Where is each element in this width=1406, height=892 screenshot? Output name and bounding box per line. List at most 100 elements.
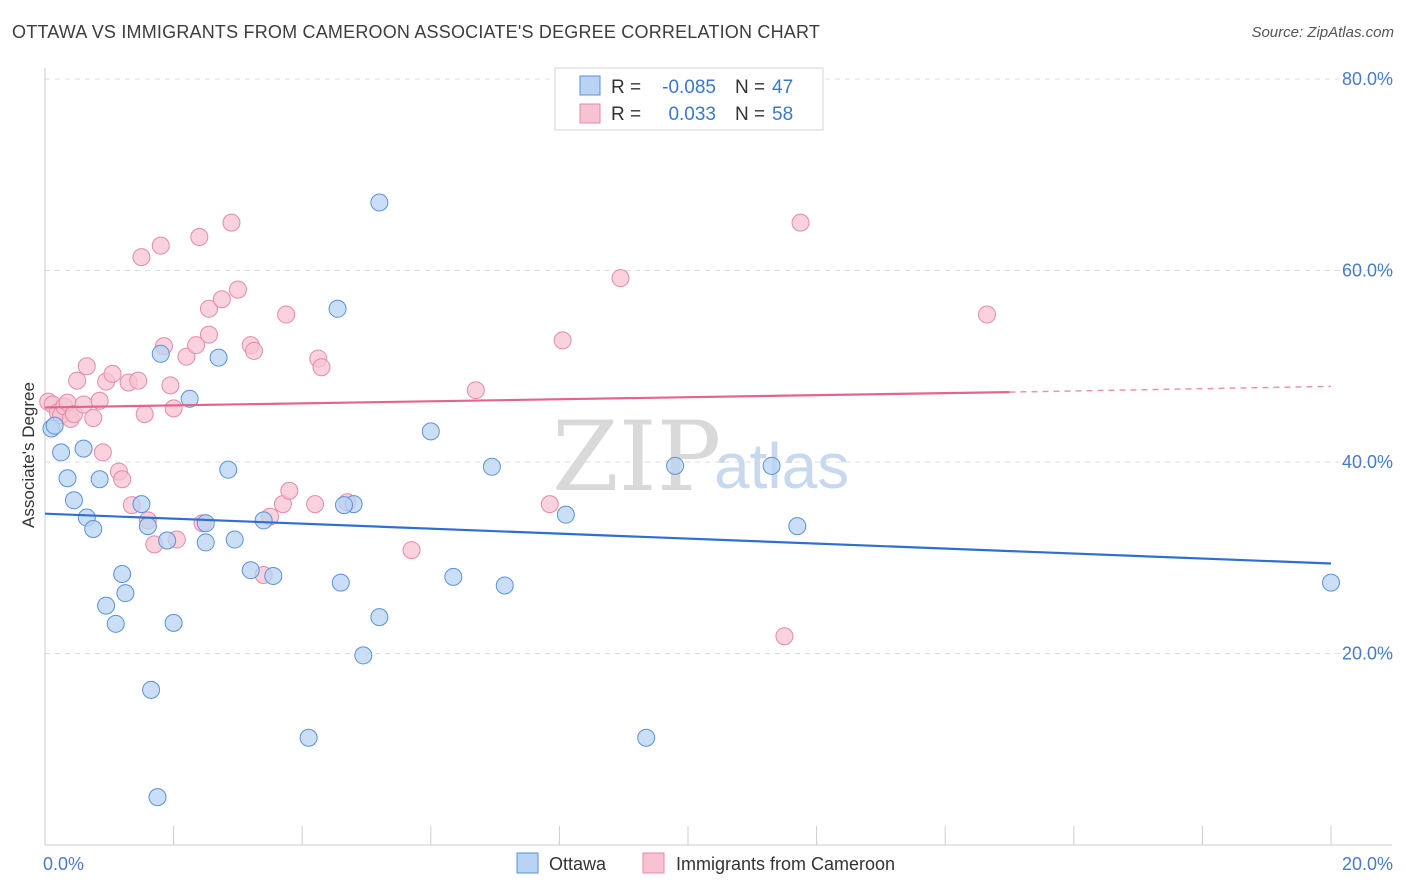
legend-n-value-cameroon: 58 bbox=[772, 104, 793, 125]
legend-n-label-ottawa: N = bbox=[735, 77, 765, 98]
cameroon-point bbox=[402, 541, 421, 560]
cameroon-point bbox=[129, 371, 148, 390]
trend-line-ottawa bbox=[44, 512, 1332, 565]
bottom-legend-label-cameroon: Immigrants from Cameroon bbox=[676, 854, 895, 874]
cameroon-point bbox=[90, 391, 109, 410]
ottawa-point bbox=[254, 511, 273, 530]
series-ottawa-points bbox=[42, 193, 1340, 807]
bottom-legend-swatch-ottawa bbox=[516, 852, 539, 874]
legend-n-label-cameroon: N = bbox=[735, 104, 765, 125]
cameroon-point bbox=[611, 269, 630, 288]
ottawa-point bbox=[164, 613, 183, 632]
ottawa-point bbox=[788, 517, 807, 536]
ottawa-point bbox=[52, 443, 71, 462]
cameroon-point bbox=[228, 280, 247, 299]
ottawa-point bbox=[58, 469, 77, 488]
ottawa-point bbox=[334, 496, 353, 515]
ottawa-point bbox=[132, 495, 151, 514]
ottawa-point bbox=[138, 517, 157, 536]
correlation-legend: R = -0.085 N = 47 R = 0.033 N = 58 bbox=[554, 67, 824, 131]
ottawa-point bbox=[45, 416, 64, 435]
trend-line-cameroon-extension bbox=[1009, 385, 1332, 393]
cameroon-point bbox=[190, 227, 209, 246]
ottawa-point bbox=[209, 348, 228, 367]
y-tick-label: 20.0% bbox=[1342, 644, 1393, 664]
cameroon-point bbox=[553, 331, 572, 350]
ottawa-point bbox=[1322, 573, 1340, 592]
ottawa-point bbox=[556, 505, 575, 524]
ottawa-point bbox=[180, 389, 199, 408]
ottawa-point bbox=[142, 680, 161, 699]
source-credit: Source: ZipAtlas.com bbox=[1251, 24, 1394, 41]
ottawa-point bbox=[370, 193, 389, 212]
ottawa-point bbox=[225, 530, 244, 549]
cameroon-point bbox=[199, 299, 218, 318]
cameroon-point bbox=[977, 305, 996, 324]
ottawa-point bbox=[196, 533, 215, 552]
ottawa-point bbox=[444, 567, 463, 586]
ottawa-point bbox=[482, 457, 501, 476]
cameroon-point bbox=[791, 213, 810, 232]
ottawa-point bbox=[74, 439, 93, 458]
x-tick-label: 20.0% bbox=[1342, 854, 1393, 874]
ottawa-point bbox=[106, 614, 125, 633]
ottawa-point bbox=[370, 608, 389, 627]
ottawa-point bbox=[116, 584, 135, 603]
ottawa-point bbox=[299, 728, 318, 747]
cameroon-point bbox=[161, 376, 180, 395]
ottawa-point bbox=[158, 531, 177, 550]
cameroon-point bbox=[132, 248, 151, 267]
ottawa-point bbox=[196, 514, 215, 533]
cameroon-point bbox=[187, 336, 206, 355]
ottawa-point bbox=[64, 491, 83, 510]
cameroon-point bbox=[103, 364, 122, 383]
cameroon-point bbox=[306, 495, 325, 514]
ottawa-point bbox=[762, 456, 781, 475]
tick-labels: 20.0% 40.0% 60.0% 80.0% 0.0% 20.0% bbox=[43, 69, 1393, 874]
cameroon-point bbox=[177, 347, 196, 366]
ottawa-point bbox=[495, 576, 514, 595]
y-tick-label: 40.0% bbox=[1342, 452, 1393, 472]
legend-r-value-cameroon: 0.033 bbox=[668, 104, 716, 125]
cameroon-point bbox=[151, 236, 170, 255]
cameroon-point bbox=[277, 305, 296, 324]
cameroon-point bbox=[775, 627, 794, 646]
cameroon-point bbox=[280, 481, 299, 500]
series-cameroon-points bbox=[39, 213, 996, 646]
bottom-legend-label-ottawa: Ottawa bbox=[549, 854, 607, 874]
cameroon-point bbox=[199, 325, 218, 344]
legend-swatch-cameroon bbox=[579, 103, 601, 124]
ottawa-point bbox=[666, 456, 685, 475]
cameroon-point bbox=[312, 358, 331, 377]
ottawa-point bbox=[421, 422, 440, 441]
cameroon-point bbox=[212, 290, 231, 309]
bottom-legend-swatch-cameroon bbox=[642, 852, 665, 874]
cameroon-point bbox=[68, 371, 87, 390]
cameroon-point bbox=[113, 470, 132, 489]
legend-r-value-ottawa: -0.085 bbox=[662, 77, 716, 98]
ottawa-point bbox=[151, 344, 170, 363]
y-tick-label: 60.0% bbox=[1342, 261, 1393, 281]
ottawa-point bbox=[113, 565, 132, 584]
ottawa-point bbox=[148, 788, 167, 807]
watermark-atlas: atlas bbox=[714, 430, 849, 502]
watermark: ZIP atlas bbox=[552, 401, 849, 513]
legend-r-label-cameroon: R = bbox=[611, 104, 641, 125]
ottawa-point bbox=[97, 596, 116, 615]
ottawa-point bbox=[241, 561, 260, 580]
trend-line-cameroon bbox=[44, 391, 1010, 409]
ottawa-point bbox=[354, 646, 373, 665]
cameroon-point bbox=[540, 495, 559, 514]
legend-r-label-ottawa: R = bbox=[611, 77, 641, 98]
y-axis-label: Associate's Degree bbox=[19, 382, 38, 528]
cameroon-point bbox=[77, 357, 96, 376]
trend-lines bbox=[44, 385, 1332, 565]
cameroon-point bbox=[164, 399, 183, 418]
axes bbox=[44, 68, 1392, 846]
cameroon-point bbox=[84, 408, 103, 427]
ottawa-point bbox=[331, 573, 350, 592]
ottawa-point bbox=[90, 470, 109, 489]
cameroon-point bbox=[222, 213, 241, 232]
cameroon-point bbox=[244, 341, 263, 360]
